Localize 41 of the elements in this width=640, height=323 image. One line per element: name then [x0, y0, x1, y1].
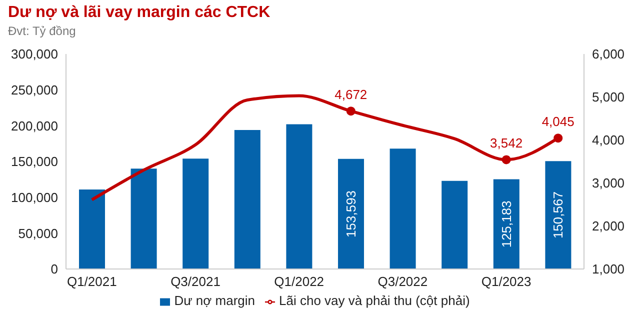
chart-title: Dư nợ và lãi vay margin các CTCK — [8, 4, 270, 22]
y-tick-label: 250,000 — [11, 82, 58, 98]
bar — [545, 161, 572, 269]
bar — [234, 130, 260, 269]
x-tick-label: Q3/2021 — [170, 274, 220, 290]
data-label: 3,542 — [490, 136, 523, 151]
bar — [493, 179, 520, 269]
bar — [130, 168, 157, 269]
bar — [442, 180, 468, 269]
y-tick-label: 150,000 — [11, 154, 58, 170]
data-label: 153,593 — [344, 190, 358, 238]
y2-tick-label: 2,000 — [592, 218, 625, 234]
bar — [79, 189, 105, 269]
y2-tick-label: 5,000 — [592, 90, 625, 105]
data-label: 150,567 — [550, 192, 566, 239]
y-tick-label: 200,000 — [11, 118, 58, 134]
point — [554, 134, 563, 143]
x-tick-label: Q1/2023 — [481, 274, 532, 290]
bar — [182, 158, 209, 269]
point — [346, 106, 356, 116]
data-label: 4,045 — [542, 114, 574, 130]
data-label: 4,672 — [334, 87, 368, 102]
y-tick-label: 100,000 — [11, 190, 58, 205]
bar — [338, 158, 364, 269]
x-tick-label: Q3/2022 — [378, 274, 428, 290]
bar — [286, 124, 312, 269]
y-tick-label: 50,000 — [18, 226, 58, 241]
data-label: 125,183 — [498, 200, 514, 248]
chart-subtitle: Đvt: Tỷ đồng — [8, 24, 76, 38]
y2-tick-label: 3,000 — [592, 176, 625, 191]
x-tick-label: Q1/2021 — [66, 274, 117, 290]
legend-label: Dư nợ margin — [174, 293, 256, 308]
y-tick-label: 0 — [50, 262, 58, 277]
y2-tick-label: 6,000 — [592, 46, 625, 62]
y2-tick-label: 4,000 — [592, 132, 625, 148]
legend-label: Lãi cho vay và phải thu (cột phải) — [279, 293, 470, 308]
y-tick-label: 300,000 — [11, 46, 58, 62]
y2-tick-label: 1,000 — [592, 262, 625, 277]
point — [502, 155, 511, 164]
x-tick-label: Q1/2022 — [274, 274, 324, 290]
bar — [390, 148, 416, 269]
